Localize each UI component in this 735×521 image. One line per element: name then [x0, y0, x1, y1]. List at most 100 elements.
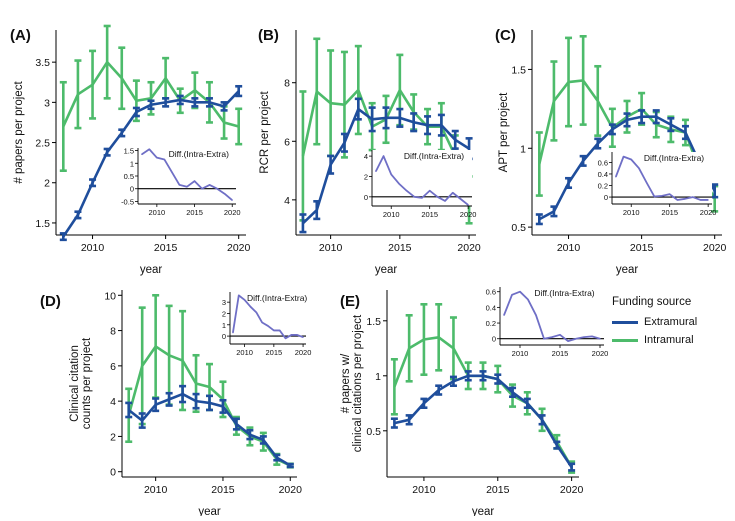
data-point: [91, 83, 94, 86]
inset-point: [382, 155, 385, 157]
inset-point: [249, 306, 252, 308]
data-point: [371, 118, 373, 121]
y-tick-label: 8: [110, 326, 116, 338]
data-point: [511, 391, 514, 394]
panel-c: (C) 0.5 1 1.5 2010 2015 2020 year APT per projec…: [495, 27, 727, 276]
data-point: [237, 125, 240, 128]
x-tick-label: 2010: [412, 484, 436, 496]
data-point: [222, 405, 224, 408]
panel-label: (D): [40, 293, 61, 310]
data-point: [223, 121, 225, 124]
data-point: [150, 97, 152, 100]
inset-point: [148, 148, 150, 150]
data-point: [684, 131, 687, 134]
inset-point: [444, 200, 446, 202]
data-point: [164, 101, 167, 104]
inset-chart: 4 2 0 2010 2015 2020 Diff.(Intra-Extra): [364, 150, 477, 219]
inset-point: [273, 329, 275, 332]
data-point: [385, 117, 387, 119]
data-point: [343, 103, 346, 106]
data-point: [179, 99, 182, 101]
y-tick-label: 3: [44, 97, 50, 109]
inset-point: [467, 204, 469, 206]
inset-background: [500, 287, 604, 345]
inset-point: [459, 198, 462, 200]
y-tick-label: 1.5: [366, 316, 381, 328]
inset-point: [567, 340, 569, 342]
data-point: [315, 209, 318, 211]
data-point: [437, 336, 440, 339]
inset-point: [519, 291, 521, 293]
inset-point: [201, 188, 203, 190]
inset-point: [141, 153, 143, 155]
data-point: [538, 218, 541, 221]
data-point: [329, 102, 332, 105]
inset-x-tick-label: 2020: [460, 210, 477, 219]
legend-title: Funding source: [612, 296, 692, 308]
inset-y-tick-label: 1: [222, 321, 226, 330]
inset-point: [375, 170, 377, 172]
inset-point: [575, 338, 577, 340]
series-extramural: [390, 370, 576, 472]
data-point: [141, 419, 143, 422]
data-point: [538, 163, 541, 165]
data-point: [482, 375, 484, 377]
data-point: [393, 422, 396, 424]
inset-y-tick-label: 3: [222, 298, 226, 307]
inset-y-tick-label: 0: [130, 185, 134, 194]
y-tick-label: 2: [44, 178, 50, 190]
inset-point: [238, 294, 240, 296]
data-point: [194, 89, 196, 92]
data-point: [670, 123, 672, 126]
data-point: [181, 393, 184, 395]
data-point: [567, 182, 570, 184]
inset-y-tick-label: 0.2: [486, 319, 496, 328]
data-point: [235, 423, 238, 425]
data-point: [154, 403, 157, 406]
inset-title: Diff.(Intra-Extra): [534, 288, 594, 298]
y-tick-label: 6: [284, 136, 290, 148]
data-point: [168, 398, 170, 401]
inset-point: [676, 199, 678, 201]
inset-point: [436, 196, 438, 198]
legend-item-extramural: Extramural: [612, 316, 732, 328]
inset-point: [559, 334, 561, 336]
inset-y-tick-label: 0.2: [598, 182, 608, 191]
inset-x-tick-label: 2015: [266, 348, 283, 357]
data-point: [423, 338, 425, 341]
data-point: [393, 386, 396, 388]
y-tick-label: 0.5: [511, 222, 526, 234]
inset-x-tick-label: 2010: [149, 208, 166, 217]
data-point: [357, 108, 360, 110]
inset-point: [163, 158, 165, 161]
inset-point: [511, 294, 513, 296]
series-extramural: [535, 109, 719, 226]
data-point: [91, 181, 94, 184]
data-point: [556, 444, 558, 446]
inset-point: [583, 336, 585, 338]
inset-point: [413, 196, 415, 198]
x-tick-label: 2015: [630, 242, 654, 254]
inset-point: [543, 338, 545, 340]
data-point: [237, 90, 240, 92]
inset-point: [398, 183, 400, 185]
y-tick-label: 10: [104, 290, 116, 302]
x-tick-label: 2020: [227, 242, 251, 254]
inset-y-tick-label: 0.4: [486, 303, 496, 312]
inset-point: [591, 335, 593, 337]
inset-point: [646, 182, 648, 184]
inset-y-tick-label: 2: [364, 172, 368, 181]
data-point: [208, 101, 211, 104]
inset-y-tick-label: 0.6: [598, 158, 608, 167]
data-point: [408, 419, 410, 421]
inset-chart: 0.6 0.4 0.2 0 2010 2015 2020 Diff.(Intra-Extra): [486, 287, 608, 358]
inset-y-tick-label: -0.5: [121, 197, 134, 206]
inset-y-tick-label: 0: [604, 193, 608, 202]
data-point: [408, 347, 410, 350]
x-tick-label: 2010: [144, 484, 168, 496]
x-axis-label: year: [375, 264, 398, 276]
x-tick-label: 2010: [81, 242, 105, 254]
data-point: [541, 419, 543, 421]
data-point: [655, 115, 658, 118]
series-extramural: [299, 97, 473, 234]
